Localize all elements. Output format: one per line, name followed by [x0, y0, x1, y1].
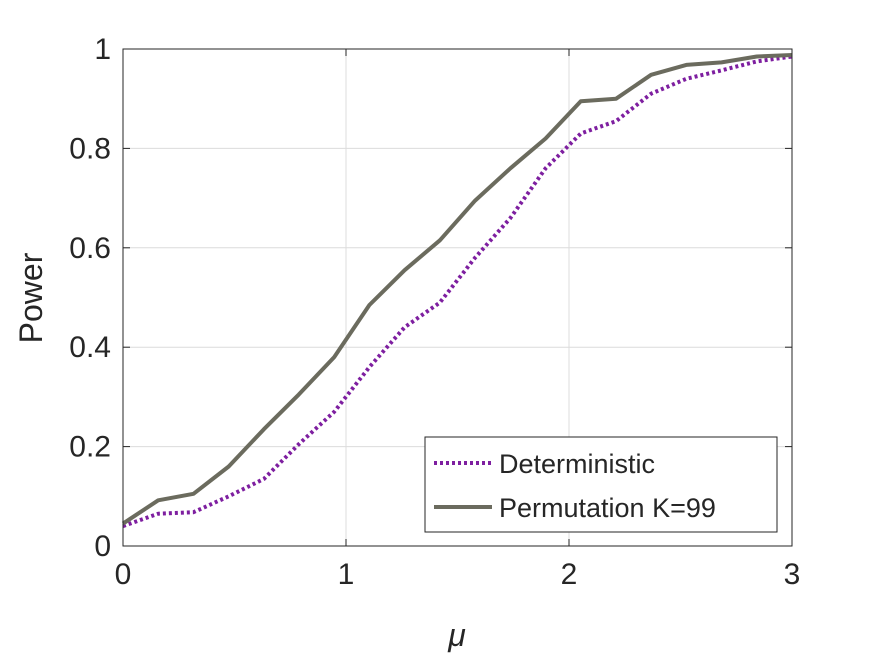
x-tick-label: 2 [561, 558, 578, 591]
x-axis-title: μ [447, 617, 466, 653]
y-tick-label: 0.6 [69, 232, 111, 265]
tick-marks [122, 48, 793, 547]
legend: Deterministic Permutation K=99 [424, 436, 778, 533]
plot-frame [122, 48, 793, 547]
series-line-permutation [121, 53, 793, 526]
y-tick-label: 0 [94, 530, 111, 563]
legend-label-deterministic: Deterministic [499, 449, 655, 479]
y-tick-label: 1 [94, 33, 111, 66]
legend-box [424, 436, 778, 533]
x-tick-label: 0 [115, 558, 132, 591]
x-tick-label: 3 [784, 558, 801, 591]
x-tick-label: 1 [338, 558, 355, 591]
legend-label-permutation: Permutation K=99 [499, 493, 716, 523]
tick-labels: 0 1 2 3 0 0.2 0.4 0.6 0.8 1 [69, 33, 800, 591]
y-axis-title: Power [13, 252, 49, 343]
y-tick-label: 0.2 [69, 431, 111, 464]
y-tick-label: 0.8 [69, 132, 111, 165]
y-tick-label: 0.4 [69, 331, 111, 364]
